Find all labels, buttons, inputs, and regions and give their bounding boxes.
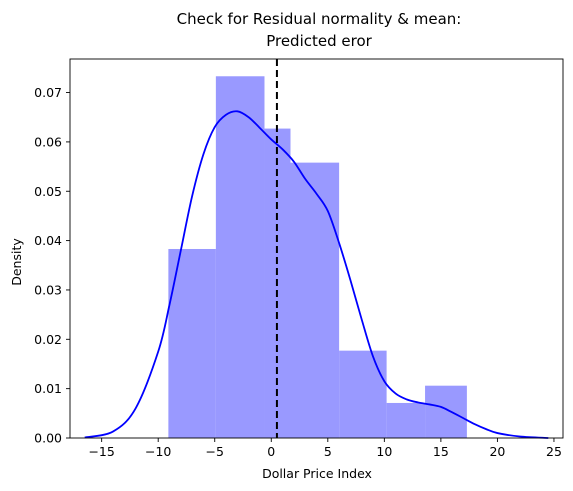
chart-subtitle: Predicted eror	[266, 32, 372, 50]
y-tick-label: 0.05	[34, 184, 62, 199]
x-tick-label: −10	[145, 444, 171, 459]
y-tick-label: 0.07	[34, 85, 62, 100]
y-axis-label: Density	[9, 238, 24, 286]
y-axis-ticks: 0.00 0.01 0.02 0.03 0.04 0.05 0.06 0.07	[34, 85, 70, 445]
y-tick-label: 0.06	[34, 134, 62, 149]
x-tick-label: 15	[433, 444, 449, 459]
histogram-bar-4	[290, 163, 339, 438]
x-tick-label: 20	[489, 444, 505, 459]
y-tick-label: 0.02	[34, 332, 62, 347]
histogram-bar-6	[387, 403, 425, 438]
x-tick-label: 25	[546, 444, 562, 459]
y-tick-label: 0.03	[34, 282, 62, 297]
x-axis-label: Dollar Price Index	[262, 466, 372, 481]
x-tick-label: −15	[88, 444, 114, 459]
chart-title: Check for Residual normality & mean:	[177, 10, 462, 28]
histogram-bar-2	[216, 76, 265, 438]
x-tick-label: 5	[324, 444, 332, 459]
y-tick-label: 0.01	[34, 381, 62, 396]
x-tick-label: 0	[267, 444, 275, 459]
x-tick-label: 10	[376, 444, 392, 459]
y-tick-label: 0.04	[34, 233, 62, 248]
x-tick-label: −5	[206, 444, 224, 459]
histogram-bar-5	[339, 351, 386, 438]
histogram-bar-7	[425, 386, 467, 438]
y-tick-label: 0.00	[34, 431, 62, 446]
x-axis-ticks: −15 −10 −5 0 5 10 15 20 25	[88, 438, 561, 459]
